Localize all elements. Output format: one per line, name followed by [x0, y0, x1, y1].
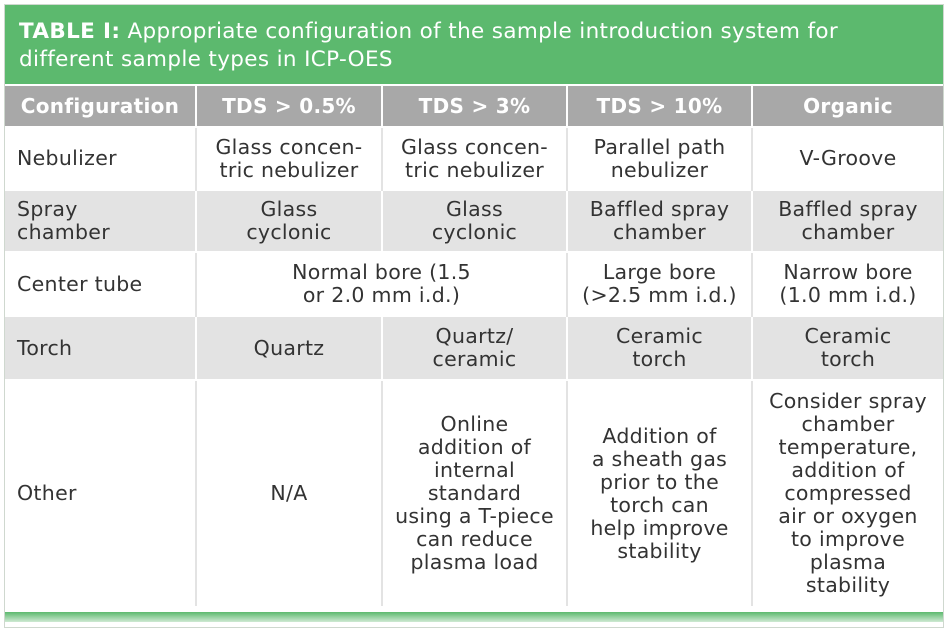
table-cell: Glass concen- tric nebulizer — [196, 126, 383, 190]
row-label: Nebulizer — [5, 126, 197, 190]
header-row: Configuration TDS > 0.5% TDS > 3% TDS > … — [5, 86, 943, 127]
table-cell: Large bore (>2.5 mm i.d.) — [567, 251, 753, 316]
column-header-organic: Organic — [752, 86, 943, 127]
table-cell: Ceramic torch — [567, 315, 753, 380]
table-row-center-tube: Center tube Normal bore (1.5 or 2.0 mm i… — [5, 251, 943, 316]
table-cell: Quartz/ ceramic — [382, 315, 568, 380]
table-cell: Consider spray chamber temperature, addi… — [752, 379, 943, 606]
table-title: TABLE I: Appropriate configuration of th… — [5, 5, 943, 84]
table-title-text: Appropriate configuration of the sample … — [19, 19, 839, 72]
table-cell: Baffled spray chamber — [567, 189, 753, 252]
row-label: Torch — [5, 315, 197, 380]
table-cell: Ceramic torch — [752, 315, 943, 380]
table-cell: V-Groove — [752, 126, 943, 190]
row-label: Spray chamber — [5, 189, 197, 252]
table-row-torch: Torch Quartz Quartz/ ceramic Ceramic tor… — [5, 315, 943, 380]
column-header-tds-10: TDS > 10% — [567, 86, 753, 127]
row-label: Center tube — [5, 251, 197, 316]
table-cell: Baffled spray chamber — [752, 189, 943, 252]
table-cell: Normal bore (1.5 or 2.0 mm i.d.) — [196, 251, 568, 316]
column-header-tds-3: TDS > 3% — [382, 86, 568, 127]
table-row-other: Other N/A Online addition of internal st… — [5, 379, 943, 606]
bottom-accent-bar — [5, 612, 943, 622]
table-cell: Online addition of internal standard usi… — [382, 379, 568, 606]
table-row-spray-chamber: Spray chamber Glass cyclonic Glass cyclo… — [5, 189, 943, 252]
table-cell: Glass cyclonic — [196, 189, 383, 252]
row-label: Other — [5, 379, 197, 606]
table-cell: Glass concen- tric nebulizer — [382, 126, 568, 190]
table-cell: Parallel path nebulizer — [567, 126, 753, 190]
table-cell: Narrow bore (1.0 mm i.d.) — [752, 251, 943, 316]
column-header-configuration: Configuration — [5, 86, 197, 127]
configuration-table: Configuration TDS > 0.5% TDS > 3% TDS > … — [5, 86, 943, 606]
column-header-tds-05: TDS > 0.5% — [196, 86, 383, 127]
table-row-nebulizer: Nebulizer Glass concen- tric nebulizer G… — [5, 126, 943, 190]
table-cell: Addition of a sheath gas prior to the to… — [567, 379, 753, 606]
table-cell: N/A — [196, 379, 383, 606]
table-title-label: TABLE I: — [19, 19, 121, 44]
table-cell: Glass cyclonic — [382, 189, 568, 252]
table-cell: Quartz — [196, 315, 383, 380]
